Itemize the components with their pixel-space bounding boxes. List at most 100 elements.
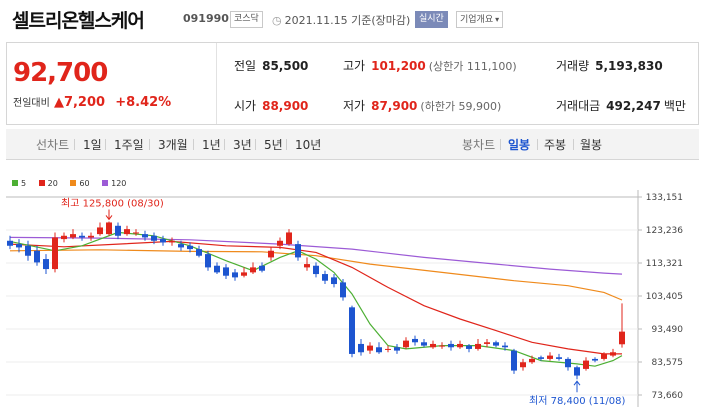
high-arrow-head bbox=[105, 215, 113, 221]
change-line: 전일대비 ▲7,200 +8.42% bbox=[13, 94, 171, 110]
candle-body bbox=[304, 264, 310, 268]
candle-body bbox=[286, 232, 292, 245]
candle bbox=[79, 232, 85, 241]
candle bbox=[7, 235, 13, 250]
candle bbox=[250, 262, 256, 275]
candles bbox=[7, 221, 625, 380]
tab-weekly[interactable]: 주봉 bbox=[544, 138, 567, 152]
candle bbox=[349, 305, 355, 358]
candle-body bbox=[547, 355, 553, 359]
candle bbox=[610, 348, 616, 358]
candle bbox=[97, 222, 103, 236]
tab-3m[interactable]: 3개월 bbox=[158, 138, 188, 152]
candle bbox=[160, 235, 166, 246]
annotations: 최고 125,800 (08/30) 최저 78,400 (11/08) bbox=[61, 197, 625, 407]
legend-swatch bbox=[38, 180, 45, 186]
candle-body bbox=[205, 254, 211, 268]
lower-limit: (하한가 59,900) bbox=[420, 100, 502, 113]
candle-body bbox=[313, 265, 319, 275]
ma60-line bbox=[9, 249, 623, 301]
candle-body bbox=[484, 342, 490, 344]
legend-ma20: 20 bbox=[38, 179, 58, 188]
change-percent: +8.42% bbox=[115, 95, 172, 110]
candle bbox=[196, 245, 202, 258]
stock-code: 091990 bbox=[183, 12, 229, 25]
candle bbox=[430, 340, 436, 349]
legend-ma60: 60 bbox=[70, 179, 90, 188]
candle bbox=[547, 352, 553, 361]
candle bbox=[151, 232, 157, 245]
candle bbox=[421, 338, 427, 348]
tab-1y[interactable]: 1년 bbox=[202, 138, 221, 152]
low-value: 87,900 bbox=[371, 99, 418, 113]
candle-body bbox=[412, 338, 418, 343]
candle bbox=[295, 240, 301, 261]
candle-body bbox=[61, 235, 67, 240]
y-tick-label: 123,236 bbox=[646, 226, 683, 236]
candle bbox=[565, 357, 571, 371]
candle-body bbox=[232, 272, 238, 278]
candle bbox=[340, 279, 346, 301]
candle-body bbox=[349, 307, 355, 354]
candle bbox=[169, 237, 175, 246]
tab-1w[interactable]: 1주일 bbox=[114, 138, 144, 152]
candle-body bbox=[133, 232, 139, 234]
candle-body bbox=[214, 265, 220, 273]
candle-body bbox=[493, 342, 499, 346]
candle-body bbox=[34, 250, 40, 263]
quote-date: ◷ 2021.11.15 기준(장마감) bbox=[272, 12, 410, 28]
candle-body bbox=[295, 244, 301, 258]
high-value: 101,200 bbox=[371, 59, 426, 73]
candle-body bbox=[250, 267, 256, 273]
quote-date-text: 2021.11.15 기준(장마감) bbox=[284, 14, 411, 27]
ma20-line bbox=[9, 240, 622, 355]
candle bbox=[232, 269, 238, 281]
candle-body bbox=[394, 347, 400, 351]
quote-panel: 92,700 전일대비 ▲7,200 +8.42% 전일 85,500 고가 101… bbox=[6, 42, 699, 125]
legend-swatch bbox=[12, 180, 18, 186]
tab-5y[interactable]: 5년 bbox=[264, 138, 283, 152]
candle bbox=[304, 257, 310, 271]
candle bbox=[313, 262, 319, 278]
candle-body bbox=[448, 343, 454, 348]
candle-body bbox=[403, 340, 409, 348]
company-info-dropdown[interactable]: 기업개요 ▾ bbox=[456, 11, 504, 28]
change-label: 전일대비 bbox=[13, 98, 50, 109]
candle-body bbox=[340, 282, 346, 298]
open-value: 88,900 bbox=[262, 99, 309, 113]
company-info-label: 기업개요 bbox=[460, 15, 494, 25]
tab-1d[interactable]: 1일 bbox=[83, 138, 102, 152]
up-triangle-icon: ▲ bbox=[53, 95, 64, 110]
open-label: 시가 bbox=[234, 99, 257, 113]
candle-body bbox=[25, 245, 31, 256]
candle bbox=[592, 357, 598, 363]
market-badge: 코스닥 bbox=[230, 11, 263, 28]
candle bbox=[142, 230, 148, 241]
candle bbox=[34, 245, 40, 266]
candle bbox=[241, 267, 247, 278]
candle-body bbox=[385, 348, 391, 350]
candle-chart-header: 봉차트 bbox=[462, 138, 496, 152]
tab-10y[interactable]: 10년 bbox=[295, 138, 322, 152]
divider bbox=[216, 43, 217, 124]
candle bbox=[385, 345, 391, 353]
high-label: 고가 bbox=[343, 59, 366, 73]
candle-body bbox=[196, 249, 202, 256]
y-tick-label: 113,321 bbox=[646, 259, 683, 269]
tab-monthly[interactable]: 월봉 bbox=[580, 138, 603, 152]
candle-body bbox=[151, 235, 157, 241]
candle bbox=[475, 338, 481, 351]
candle bbox=[448, 340, 454, 351]
candle-body bbox=[358, 343, 364, 353]
legend-ma120: 120 bbox=[102, 179, 126, 188]
tab-3y[interactable]: 3년 bbox=[233, 138, 252, 152]
candle-body bbox=[538, 357, 544, 359]
tab-daily[interactable]: 일봉 bbox=[508, 138, 531, 152]
realtime-button[interactable]: 실시간 bbox=[415, 11, 448, 28]
candle bbox=[439, 342, 445, 349]
low-price: 저가 87,900 (하한가 59,900) bbox=[343, 97, 501, 114]
candle-body bbox=[97, 227, 103, 235]
candle bbox=[25, 240, 31, 261]
candle-body bbox=[7, 240, 13, 246]
candle-body bbox=[169, 240, 175, 243]
